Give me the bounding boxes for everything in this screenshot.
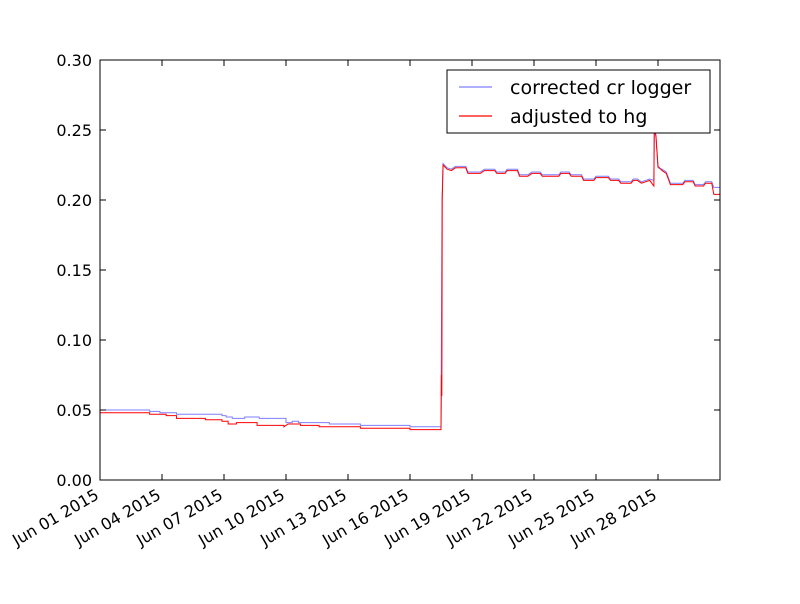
- legend-label: adjusted to hg: [510, 106, 647, 128]
- y-tick-label: 0.20: [56, 191, 92, 210]
- y-tick-label: 0.25: [56, 121, 92, 140]
- y-tick-label: 0.10: [56, 331, 92, 350]
- y-tick-label: 0.00: [56, 471, 92, 490]
- y-tick-label: 0.05: [56, 401, 92, 420]
- y-tick-label: 0.30: [56, 51, 92, 70]
- legend-box: [446, 69, 711, 134]
- series-line-corrected-cr-logger: [100, 129, 720, 428]
- y-tick-label: 0.15: [56, 261, 92, 280]
- legend-label: corrected cr logger: [510, 77, 691, 99]
- series-line-adjusted-to-hg: [100, 127, 720, 431]
